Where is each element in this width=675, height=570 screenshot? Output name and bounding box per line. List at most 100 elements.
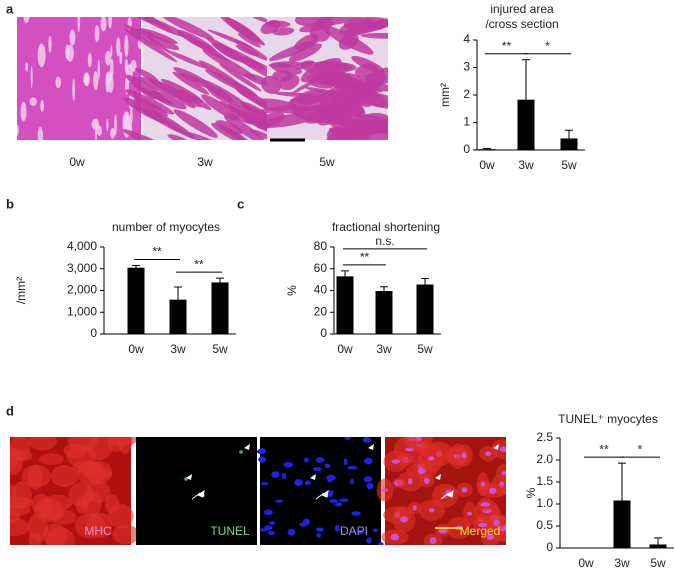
texture: [364, 457, 373, 465]
texture: [317, 84, 351, 103]
texture: [104, 50, 112, 66]
texture: [260, 20, 281, 35]
texture: [347, 465, 358, 470]
panel-letter: a: [6, 1, 14, 16]
bar: [169, 299, 187, 334]
texture: [299, 21, 335, 33]
x-tick-label: 3w: [518, 158, 534, 172]
histology-images: [17, 17, 388, 140]
texture: [211, 122, 252, 140]
texture: [87, 52, 92, 68]
texture: [354, 113, 388, 139]
bar: [613, 500, 631, 548]
texture: [315, 527, 324, 532]
x-tick-label: 3w: [376, 342, 392, 356]
texture: [108, 17, 113, 29]
texture: [480, 502, 491, 507]
texture: [117, 437, 133, 454]
significance-label: **: [360, 250, 370, 264]
error-bar: [654, 537, 662, 545]
x-tick-label: 0w: [479, 158, 495, 172]
texture: [146, 35, 180, 51]
texture: [48, 35, 52, 53]
texture: [363, 476, 373, 483]
texture: [10, 509, 21, 523]
texture: [130, 108, 133, 125]
bar: [517, 99, 535, 150]
texture: [428, 456, 435, 461]
texture: [461, 452, 467, 459]
error-bar: [565, 129, 573, 139]
texture: [119, 51, 123, 65]
stain-label: DAPI: [340, 524, 368, 538]
texture: [362, 437, 372, 443]
texture: [327, 476, 333, 483]
image-bg: [17, 17, 141, 140]
image-label: 0w: [69, 155, 85, 169]
texture: [29, 97, 37, 106]
texture: [279, 74, 300, 91]
texture: [180, 73, 202, 83]
texture: [184, 131, 221, 140]
texture: [268, 530, 275, 536]
arrowhead: [368, 444, 374, 450]
texture: [40, 100, 45, 112]
error-bar: [216, 277, 224, 283]
texture: [173, 109, 218, 138]
texture: [114, 114, 117, 136]
texture: [50, 465, 79, 488]
y-tick-label: 1.5: [536, 474, 553, 488]
texture: [416, 437, 422, 442]
texture: [263, 509, 273, 516]
texture: [138, 106, 188, 136]
texture: [76, 462, 107, 486]
texture: [91, 118, 100, 130]
texture: [315, 457, 325, 463]
texture: [496, 463, 506, 483]
texture: [329, 98, 366, 118]
texture: [124, 58, 129, 74]
texture: [324, 463, 331, 468]
error-bar: [618, 462, 626, 501]
texture: [429, 537, 437, 544]
texture: [130, 59, 137, 72]
texture: [407, 478, 413, 485]
texture: [338, 33, 359, 50]
texture: [391, 459, 401, 464]
texture: [261, 75, 282, 94]
texture: [219, 63, 262, 92]
x-tick-label: 0w: [128, 342, 144, 356]
texture: [37, 43, 46, 68]
texture: [304, 457, 309, 463]
texture: [461, 487, 468, 493]
texture: [467, 511, 473, 516]
texture: [281, 472, 287, 479]
texture: [122, 129, 167, 140]
texture: [275, 499, 283, 503]
y-tick-label: 3,000: [67, 261, 97, 275]
y-tick-label: 0.5: [536, 518, 553, 532]
texture: [124, 24, 170, 53]
y-tick-label: 1: [463, 115, 470, 129]
y-axis-label: /mm²: [14, 277, 28, 304]
texture: [249, 129, 272, 140]
arrow: [315, 489, 329, 500]
texture: [38, 453, 64, 466]
texture: [259, 528, 267, 532]
texture: [351, 511, 361, 516]
bar: [211, 282, 229, 334]
texture: [239, 450, 243, 454]
texture: [488, 487, 497, 494]
texture: [306, 74, 355, 87]
texture: [86, 512, 113, 539]
texture: [367, 18, 388, 30]
texture: [486, 533, 495, 540]
arrowhead: [186, 474, 192, 480]
texture: [134, 96, 169, 117]
fluorescence-images: [10, 437, 506, 545]
x-tick-label: 0w: [578, 556, 594, 570]
texture: [122, 111, 131, 135]
texture: [501, 471, 506, 476]
texture: [135, 68, 159, 82]
texture: [382, 488, 388, 492]
